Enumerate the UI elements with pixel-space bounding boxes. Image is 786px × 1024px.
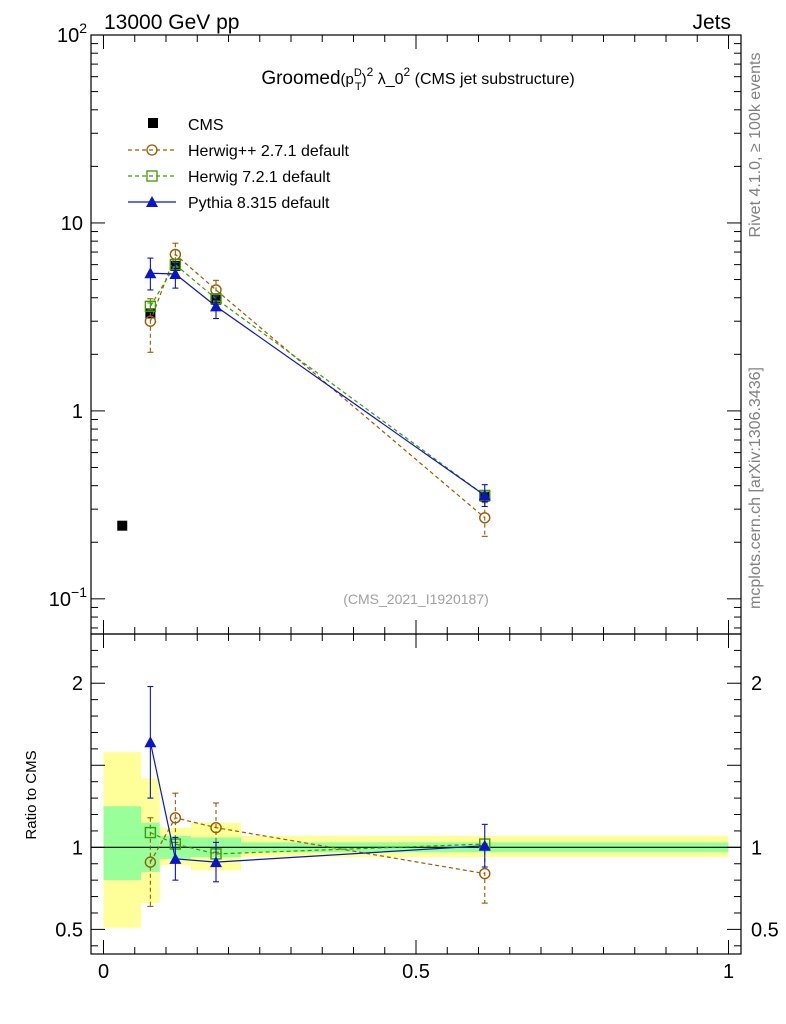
- series-point-ratio: [478, 839, 491, 851]
- series-point-ratio: [169, 852, 182, 864]
- series-errorbar-main: [147, 298, 154, 353]
- ratio-ytick-label: 0.5: [55, 919, 83, 941]
- series-point-main: [144, 300, 157, 313]
- cms-point: [117, 520, 128, 531]
- main-ytick-label: 1: [72, 401, 83, 423]
- mcplots-label: mcplots.cern.ch [arXiv:1306.3436]: [747, 367, 764, 609]
- legend-entry-herwig7: Herwig 7.2.1 default: [128, 169, 331, 186]
- ratio-frame: [90, 633, 742, 955]
- legend-label-herwigpp: Herwig++ 2.7.1 default: [188, 143, 350, 160]
- header-right: Jets: [692, 11, 731, 34]
- series-point-ratio: [144, 856, 157, 868]
- series-point-main: [144, 315, 157, 327]
- main-ytick-label-base: 10: [49, 589, 71, 611]
- series-point-main: [210, 300, 222, 312]
- series-point-main: [478, 489, 491, 501]
- ratio-ytick-label-right: 0.5: [751, 919, 779, 941]
- title-sup: D: [354, 67, 362, 79]
- series-point-main: [144, 267, 157, 279]
- legend-marker-herwigpp: [146, 144, 158, 156]
- legend-marker-cms: [148, 118, 158, 128]
- ratio-ytick-label-right: 2: [751, 673, 762, 695]
- series-2: [144, 258, 491, 860]
- series-errorbar-main: [481, 502, 488, 537]
- series-errorbar-main: [147, 302, 154, 311]
- series-1: [144, 242, 491, 907]
- legend-marker-pythia: [146, 196, 158, 207]
- main-ytick-label: 10−1: [49, 584, 87, 611]
- series-line-ratio: [149, 817, 485, 875]
- title-suffix: (CMS jet substructure): [410, 71, 574, 88]
- title-exp2: 2: [404, 65, 411, 79]
- legend-label-herwig7: Herwig 7.2.1 default: [188, 169, 331, 186]
- x-tick-label: 1: [723, 961, 734, 983]
- main-ytick-label: 10: [61, 213, 83, 235]
- analysis-id: (CMS_2021_I1920187): [343, 591, 489, 607]
- series-line-main: [149, 263, 486, 496]
- title-open: (p: [341, 71, 354, 88]
- series-line-ratio: [149, 742, 485, 863]
- legend: CMS Herwig++ 2.7.1 default Herwig 7.2.1 …: [128, 117, 350, 212]
- legend-label-cms: CMS: [188, 117, 224, 134]
- ratio-ytick-label-right: 1: [751, 837, 762, 859]
- series-point-ratio: [144, 826, 157, 839]
- series-point-ratio: [169, 812, 182, 824]
- series-line-ratio: [150, 832, 485, 855]
- title-mid: λ_0: [373, 71, 403, 88]
- series-3: [144, 257, 491, 883]
- ratio-ylabel: Ratio to CMS: [23, 750, 40, 839]
- series-point-main: [210, 284, 222, 296]
- x-tick-label: 0.5: [402, 961, 430, 983]
- legend-entry-herwigpp: Herwig++ 2.7.1 default: [128, 143, 350, 160]
- series-point-main: [169, 268, 182, 280]
- main-ytick-label: 102: [57, 20, 87, 47]
- series-point-main: [479, 512, 491, 524]
- title-close: ): [362, 71, 367, 88]
- title-sub: T: [355, 81, 362, 93]
- rivet-label: Rivet 4.1.0, ≥ 100k events: [747, 53, 764, 238]
- series-point-ratio: [210, 821, 222, 834]
- main-ytick-label-base: 10: [57, 25, 79, 47]
- ratio-uncertainty-bands: [103, 752, 729, 928]
- series-line-main: [150, 272, 486, 496]
- legend-entry-cms: CMS: [148, 117, 224, 134]
- main-ytick-label-exp: 2: [79, 20, 87, 36]
- data-series: [117, 242, 491, 907]
- x-tick-label: 0: [98, 961, 109, 983]
- title-exp: 2: [367, 65, 374, 79]
- series-point-ratio: [144, 736, 157, 748]
- ratio-ytick-label: 2: [72, 673, 83, 695]
- main-ytick-label-exp: −1: [71, 584, 87, 600]
- legend-marker-herwig7: [146, 170, 158, 182]
- title-prefix: Groomed: [261, 68, 340, 89]
- legend-entry-pythia: Pythia 8.315 default: [128, 195, 330, 212]
- chart-title: Groomed(pD T)2 λ_02 (CMS jet substructure…: [261, 65, 574, 93]
- series-point-ratio: [210, 856, 222, 868]
- series-line-main: [149, 253, 486, 519]
- series-point-ratio: [479, 867, 491, 880]
- series-0: [117, 261, 490, 531]
- legend-label-pythia: Pythia 8.315 default: [188, 195, 330, 212]
- header-left: 13000 GeV pp: [104, 11, 239, 34]
- ratio-ytick-label: 1: [72, 837, 83, 859]
- band-inner-0: [103, 806, 141, 881]
